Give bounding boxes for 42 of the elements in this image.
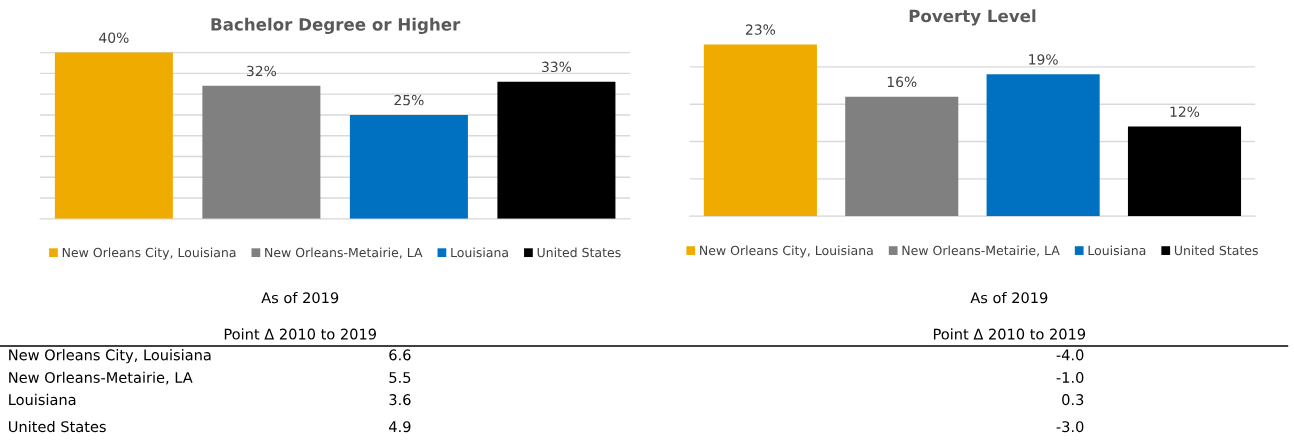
bar bbox=[202, 85, 321, 219]
data-label: 23% bbox=[745, 24, 776, 35]
text: Point Δ 2010 to 2019 bbox=[933, 328, 1086, 340]
text: As of 2019 bbox=[261, 291, 339, 304]
bar bbox=[845, 96, 959, 217]
bar bbox=[1127, 126, 1242, 217]
text: New Orleans City, Louisiana bbox=[9, 349, 211, 364]
legend-label: Louisiana bbox=[451, 247, 508, 258]
legend-label: Louisiana bbox=[1088, 245, 1146, 256]
data-label: 32% bbox=[247, 65, 277, 77]
data-label: 33% bbox=[542, 61, 572, 73]
bar bbox=[703, 44, 817, 217]
legend-label: New Orleans City, Louisiana bbox=[700, 245, 873, 258]
bar bbox=[497, 81, 616, 219]
text: New Orleans-Metairie, LA bbox=[9, 371, 193, 385]
bar bbox=[986, 74, 1100, 217]
text: Louisiana bbox=[9, 393, 76, 406]
text: As of 2019 bbox=[970, 291, 1048, 304]
data-label: 19% bbox=[1029, 54, 1058, 65]
data-label: 16% bbox=[887, 76, 917, 88]
legend-label: New Orleans City, Louisiana bbox=[62, 247, 236, 260]
text: -3.0 bbox=[1056, 421, 1084, 433]
text: -4.0 bbox=[1056, 349, 1084, 361]
bar bbox=[54, 52, 173, 219]
data-label: 25% bbox=[394, 94, 424, 106]
text: 3.6 bbox=[389, 394, 411, 406]
legend-label: United States bbox=[537, 247, 621, 258]
chart-title: Bachelor Degree or Higher bbox=[211, 17, 461, 35]
text: -1.0 bbox=[1056, 371, 1084, 383]
data-label: 12% bbox=[1170, 106, 1200, 117]
text: United States bbox=[9, 420, 106, 433]
legend-label: New Orleans-Metairie, LA bbox=[902, 245, 1060, 257]
text: 5.5 bbox=[389, 372, 411, 383]
bar bbox=[349, 114, 468, 219]
data-label: 40% bbox=[99, 32, 129, 43]
legend-label: United States bbox=[1174, 245, 1258, 256]
chart-title: Poverty Level bbox=[909, 9, 1036, 26]
text: Point Δ 2010 to 2019 bbox=[224, 328, 376, 340]
legend-label: New Orleans-Metairie, LA bbox=[265, 247, 423, 259]
text: 6.6 bbox=[389, 349, 411, 361]
text: 4.9 bbox=[389, 421, 411, 433]
text: 0.3 bbox=[1062, 394, 1084, 406]
